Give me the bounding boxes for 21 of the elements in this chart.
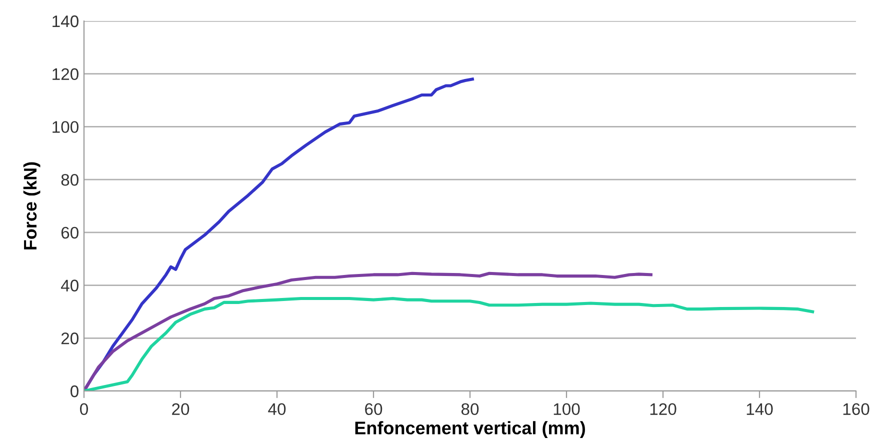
y-tick-label: 20 (61, 332, 78, 344)
x-axis-title: Enfoncement vertical (mm) (355, 421, 585, 438)
line-series (84, 272, 652, 391)
y-tick-label: 120 (52, 68, 78, 80)
y-axis-title: Force (kN) (23, 162, 40, 250)
x-tick-label: 120 (650, 403, 676, 416)
x-tick-label: 0 (80, 403, 88, 416)
y-tick-label: 100 (52, 121, 78, 133)
y-tick-label: 60 (61, 226, 78, 239)
y-tick-label: 40 (60, 280, 78, 292)
x-tick-label: 80 (461, 403, 479, 416)
x-tick-label: 40 (268, 403, 286, 416)
x-tick-label: 20 (172, 403, 190, 416)
x-tick-label: 100 (554, 403, 580, 416)
x-tick-label: 160 (843, 403, 870, 416)
y-tick-label: 80 (61, 174, 78, 186)
x-tick-label: 140 (746, 403, 773, 416)
y-tick-label: 0 (70, 385, 78, 398)
x-tick-label: 60 (365, 403, 382, 416)
y-tick-label: 140 (52, 15, 78, 28)
line-series (84, 296, 814, 391)
